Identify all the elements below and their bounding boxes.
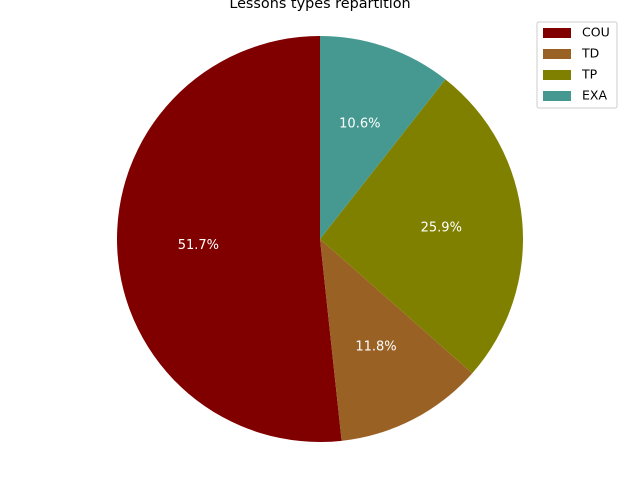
- pie-label-cou: 51.7%: [178, 238, 219, 253]
- chart-title: Lessons types repartition: [229, 0, 410, 12]
- pie-label-tp: 25.9%: [421, 220, 462, 235]
- pie-percentage-labels: 51.7% 11.8% 25.9% 10.6%: [178, 116, 462, 354]
- chart-legend: COU TD TP EXA: [536, 21, 618, 109]
- pie-slices: [116, 36, 523, 442]
- pie-label-td: 11.8%: [355, 340, 396, 355]
- legend-label-cou: COU: [582, 25, 610, 40]
- legend-label-tp: TP: [581, 67, 598, 82]
- legend-label-exa: EXA: [582, 88, 607, 103]
- pie-label-exa: 10.6%: [339, 116, 380, 131]
- pie-slice-tp: [320, 79, 523, 374]
- pie-slice-td: [320, 239, 473, 441]
- pie-slice-exa: [320, 36, 446, 239]
- legend-swatch-exa: [543, 91, 571, 101]
- pie-slice-cou: [116, 36, 342, 442]
- legend-swatch-tp: [543, 70, 571, 80]
- legend-swatch-cou: [543, 28, 571, 38]
- legend-frame: [536, 21, 618, 109]
- legend-swatch-td: [543, 49, 571, 59]
- legend-label-td: TD: [581, 46, 599, 61]
